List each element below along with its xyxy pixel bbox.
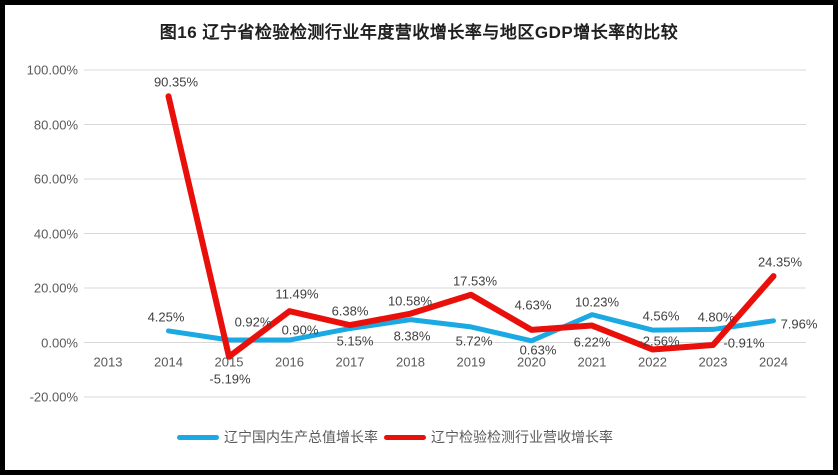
y-tick-label: 20.00% bbox=[33, 280, 78, 296]
data-label: 4.63% bbox=[514, 297, 552, 313]
y-tick-label: 60.00% bbox=[33, 171, 78, 187]
x-tick-label: 2021 bbox=[577, 354, 607, 370]
data-label: -5.19% bbox=[209, 371, 251, 387]
data-label: 24.35% bbox=[757, 254, 803, 270]
legend-swatch-gdp bbox=[177, 434, 219, 440]
x-tick-label: 2015 bbox=[214, 354, 244, 370]
x-tick-label: 2020 bbox=[517, 354, 546, 370]
legend-item-revenue: 辽宁检验检测行业营收增长率 bbox=[384, 427, 613, 447]
x-tick-label: 2024 bbox=[759, 354, 788, 370]
data-label: 10.23% bbox=[574, 294, 620, 310]
data-label: 6.38% bbox=[331, 303, 369, 319]
legend: 辽宁国内生产总值增长率 辽宁检验检测行业营收增长率 bbox=[0, 427, 814, 447]
x-tick-label: 2019 bbox=[456, 354, 486, 370]
y-tick-label: -20.00% bbox=[29, 389, 78, 405]
legend-label-gdp: 辽宁国内生产总值增长率 bbox=[224, 429, 378, 445]
data-label: 5.15% bbox=[336, 333, 374, 349]
data-label: 4.56% bbox=[642, 308, 680, 324]
series-line-revenue bbox=[165, 93, 777, 360]
data-label: 4.25% bbox=[147, 309, 185, 325]
data-label: 0.63% bbox=[519, 342, 557, 358]
x-tick-label: 2013 bbox=[93, 354, 123, 370]
data-label: 5.72% bbox=[455, 333, 493, 349]
data-label: 90.35% bbox=[153, 74, 199, 90]
data-label: 11.49% bbox=[275, 286, 319, 302]
data-label: -2.56% bbox=[638, 333, 680, 349]
legend-swatch-revenue bbox=[384, 434, 426, 440]
legend-item-gdp: 辽宁国内生产总值增长率 bbox=[177, 427, 378, 447]
x-tick-label: 2016 bbox=[275, 354, 304, 370]
x-tick-label: 2018 bbox=[396, 354, 425, 370]
data-label: 4.80% bbox=[697, 309, 735, 325]
data-label: 17.53% bbox=[452, 273, 498, 289]
data-label: 7.96% bbox=[780, 316, 818, 332]
y-tick-label: 0.00% bbox=[41, 335, 78, 350]
x-tick-label: 2017 bbox=[335, 354, 365, 370]
x-tick-label: 2022 bbox=[638, 354, 667, 370]
data-label: 6.22% bbox=[573, 334, 611, 350]
y-tick-label: 40.00% bbox=[33, 226, 78, 241]
data-label: 0.92% bbox=[234, 314, 272, 330]
data-label: 0.90% bbox=[281, 322, 319, 338]
data-label: -0.91% bbox=[723, 335, 765, 351]
data-label: 8.38% bbox=[393, 328, 431, 344]
x-tick-label: 2014 bbox=[154, 354, 183, 370]
series-line-gdp bbox=[166, 312, 776, 344]
data-label: 10.58% bbox=[387, 293, 433, 309]
x-tick-label: 2023 bbox=[698, 354, 728, 370]
y-tick-label: 100.00% bbox=[26, 62, 78, 78]
legend-label-revenue: 辽宁检验检测行业营收增长率 bbox=[431, 429, 613, 445]
chart-title: 图16 辽宁省检验检测行业年度营收增长率与地区GDP增长率的比较 bbox=[159, 23, 679, 42]
y-tick-label: 80.00% bbox=[33, 117, 78, 132]
